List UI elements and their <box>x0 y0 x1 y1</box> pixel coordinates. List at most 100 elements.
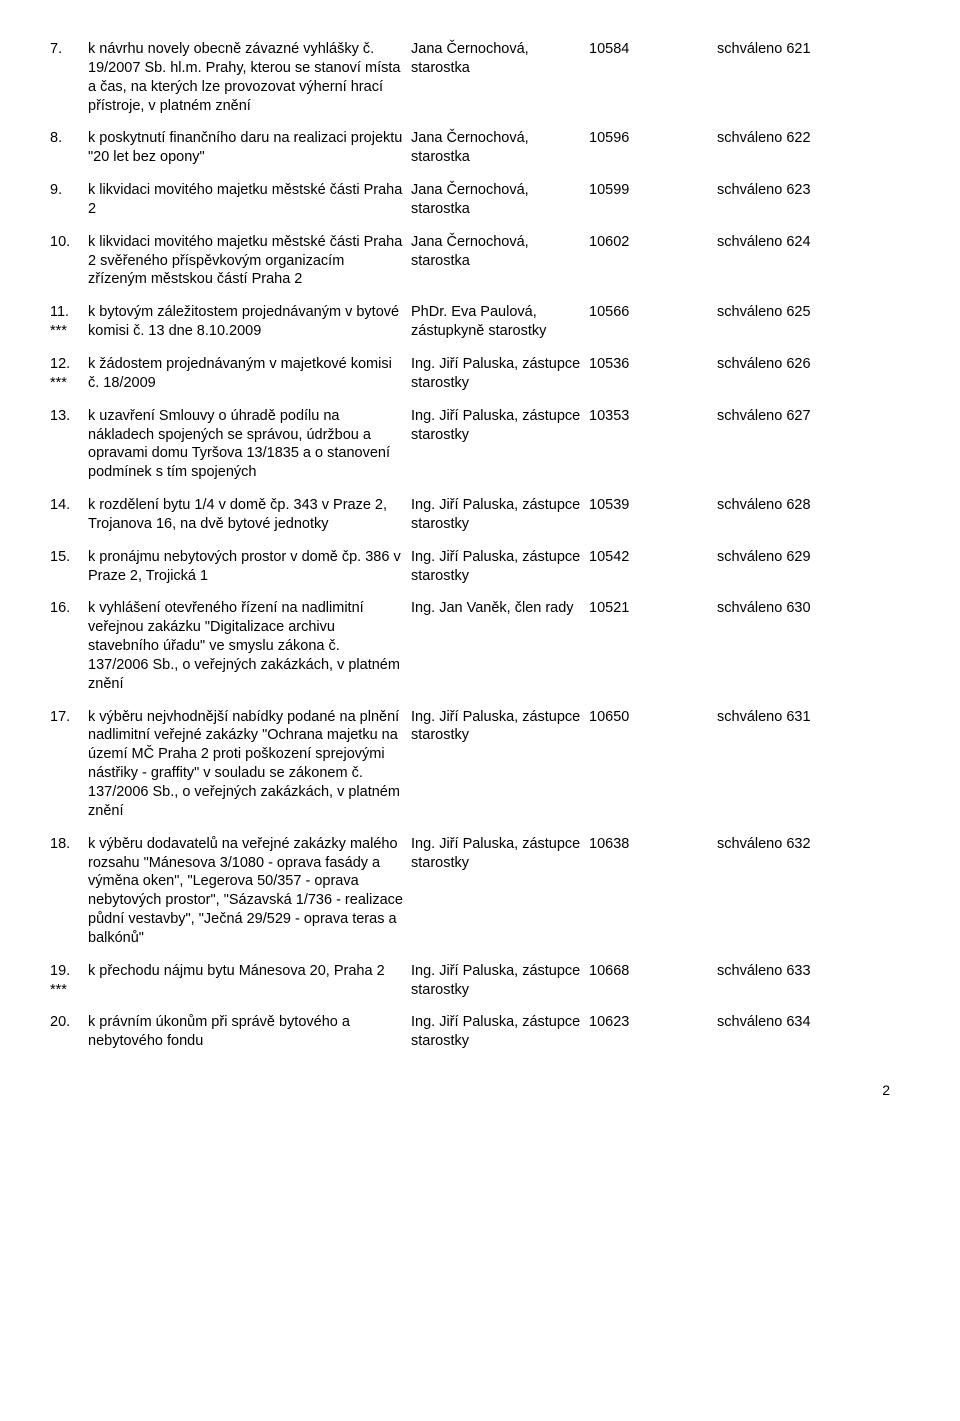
row-description: k vyhlášení otevřeného řízení na nadlimi… <box>88 599 411 693</box>
row-person: Ing. Jiří Paluska, zástupce starostky <box>411 355 589 393</box>
row-number-value: 8. <box>50 129 84 148</box>
row-code: 10539 <box>589 496 717 534</box>
row-status: schváleno 629 <box>717 548 847 586</box>
row-code: 10596 <box>589 129 717 167</box>
row-person: Ing. Jiří Paluska, zástupce starostky <box>411 835 589 948</box>
row-description: k výběru nejvhodnější nabídky podané na … <box>88 708 411 821</box>
row-number: 15. <box>50 548 88 586</box>
table-row: 16.k vyhlášení otevřeného řízení na nadl… <box>50 599 900 693</box>
table-row: 11.***k bytovým záležitostem projednávan… <box>50 303 900 341</box>
row-person: Jana Černochová, starostka <box>411 233 589 290</box>
row-number-value: 18. <box>50 835 84 854</box>
table-row: 10.k likvidaci movitého majetku městské … <box>50 233 900 290</box>
row-person: Ing. Jan Vaněk, člen rady <box>411 599 589 693</box>
row-status: schváleno 628 <box>717 496 847 534</box>
row-number-value: 10. <box>50 233 84 252</box>
row-code: 10584 <box>589 40 717 115</box>
row-number-value: 17. <box>50 708 84 727</box>
row-number-value: 7. <box>50 40 84 59</box>
row-number: 13. <box>50 407 88 482</box>
row-description: k rozdělení bytu 1/4 v domě čp. 343 v Pr… <box>88 496 411 534</box>
row-number-value: 13. <box>50 407 84 426</box>
row-number-value: 19. <box>50 962 84 981</box>
row-code: 10638 <box>589 835 717 948</box>
row-description: k likvidaci movitého majetku městské čás… <box>88 233 411 290</box>
row-code: 10602 <box>589 233 717 290</box>
row-number: 16. <box>50 599 88 693</box>
table-row: 14.k rozdělení bytu 1/4 v domě čp. 343 v… <box>50 496 900 534</box>
table-row: 20.k právním úkonům při správě bytového … <box>50 1013 900 1051</box>
row-person: Jana Černochová, starostka <box>411 40 589 115</box>
row-number: 10. <box>50 233 88 290</box>
row-status: schváleno 622 <box>717 129 847 167</box>
row-number: 9. <box>50 181 88 219</box>
table-row: 17.k výběru nejvhodnější nabídky podané … <box>50 708 900 821</box>
row-status: schváleno 625 <box>717 303 847 341</box>
row-status: schváleno 631 <box>717 708 847 821</box>
agenda-table: 7.k návrhu novely obecně závazné vyhlášk… <box>50 40 900 1051</box>
row-number-value: 16. <box>50 599 84 618</box>
table-row: 9.k likvidaci movitého majetku městské č… <box>50 181 900 219</box>
row-number-value: 15. <box>50 548 84 567</box>
row-number-value: 9. <box>50 181 84 200</box>
page-number: 2 <box>50 1081 900 1099</box>
row-status: schváleno 621 <box>717 40 847 115</box>
table-row: 18.k výběru dodavatelů na veřejné zakázk… <box>50 835 900 948</box>
table-row: 19.***k přechodu nájmu bytu Mánesova 20,… <box>50 962 900 1000</box>
row-person: Ing. Jiří Paluska, zástupce starostky <box>411 1013 589 1051</box>
table-row: 13.k uzavření Smlouvy o úhradě podílu na… <box>50 407 900 482</box>
row-person: PhDr. Eva Paulová, zástupkyně starostky <box>411 303 589 341</box>
row-description: k přechodu nájmu bytu Mánesova 20, Praha… <box>88 962 411 1000</box>
row-number-value: 11. <box>50 303 84 322</box>
row-person: Jana Černochová, starostka <box>411 181 589 219</box>
row-number-value: 12. <box>50 355 84 374</box>
row-person: Jana Černochová, starostka <box>411 129 589 167</box>
row-number: 7. <box>50 40 88 115</box>
table-row: 15.k pronájmu nebytových prostor v domě … <box>50 548 900 586</box>
row-code: 10521 <box>589 599 717 693</box>
row-person: Ing. Jiří Paluska, zástupce starostky <box>411 548 589 586</box>
row-description: k žádostem projednávaným v majetkové kom… <box>88 355 411 393</box>
row-status: schváleno 630 <box>717 599 847 693</box>
row-number: 14. <box>50 496 88 534</box>
row-stars: *** <box>50 374 84 393</box>
row-code: 10542 <box>589 548 717 586</box>
row-description: k likvidaci movitého majetku městské čás… <box>88 181 411 219</box>
row-number: 11.*** <box>50 303 88 341</box>
row-code: 10650 <box>589 708 717 821</box>
row-description: k bytovým záležitostem projednávaným v b… <box>88 303 411 341</box>
row-code: 10668 <box>589 962 717 1000</box>
row-description: k pronájmu nebytových prostor v domě čp.… <box>88 548 411 586</box>
row-number: 18. <box>50 835 88 948</box>
row-code: 10536 <box>589 355 717 393</box>
row-stars: *** <box>50 322 84 341</box>
row-code: 10566 <box>589 303 717 341</box>
row-status: schváleno 633 <box>717 962 847 1000</box>
row-description: k výběru dodavatelů na veřejné zakázky m… <box>88 835 411 948</box>
row-status: schváleno 632 <box>717 835 847 948</box>
row-number: 19.*** <box>50 962 88 1000</box>
table-row: 12.***k žádostem projednávaným v majetko… <box>50 355 900 393</box>
row-stars: *** <box>50 981 84 1000</box>
row-status: schváleno 627 <box>717 407 847 482</box>
row-number: 8. <box>50 129 88 167</box>
row-description: k návrhu novely obecně závazné vyhlášky … <box>88 40 411 115</box>
row-description: k poskytnutí finančního daru na realizac… <box>88 129 411 167</box>
row-status: schváleno 624 <box>717 233 847 290</box>
row-code: 10623 <box>589 1013 717 1051</box>
row-code: 10353 <box>589 407 717 482</box>
row-number: 17. <box>50 708 88 821</box>
table-row: 7.k návrhu novely obecně závazné vyhlášk… <box>50 40 900 115</box>
row-number-value: 20. <box>50 1013 84 1032</box>
row-person: Ing. Jiří Paluska, zástupce starostky <box>411 962 589 1000</box>
table-row: 8.k poskytnutí finančního daru na realiz… <box>50 129 900 167</box>
row-code: 10599 <box>589 181 717 219</box>
row-status: schváleno 626 <box>717 355 847 393</box>
row-number-value: 14. <box>50 496 84 515</box>
row-status: schváleno 623 <box>717 181 847 219</box>
row-status: schváleno 634 <box>717 1013 847 1051</box>
row-number: 20. <box>50 1013 88 1051</box>
row-description: k uzavření Smlouvy o úhradě podílu na ná… <box>88 407 411 482</box>
row-person: Ing. Jiří Paluska, zástupce starostky <box>411 496 589 534</box>
row-person: Ing. Jiří Paluska, zástupce starostky <box>411 407 589 482</box>
